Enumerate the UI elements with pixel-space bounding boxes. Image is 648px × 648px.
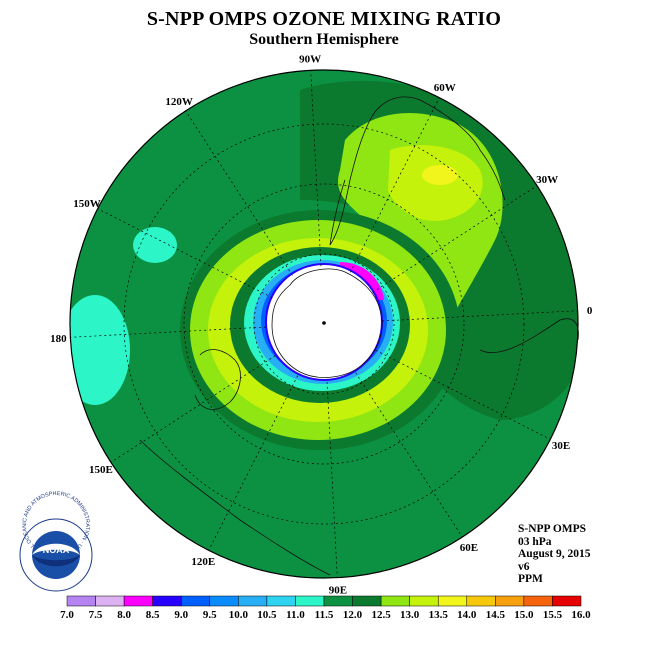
longitude-label: 150W (73, 198, 101, 210)
colorbar-swatch (95, 595, 125, 607)
colorbar-swatch (437, 595, 468, 607)
page-title: S-NPP OMPS OZONE MIXING RATIO (146, 8, 502, 30)
colorbar-tick-label: 16.0 (571, 609, 591, 621)
longitude-label: 90W (299, 53, 321, 65)
longitude-label: 120E (191, 556, 215, 568)
longitude-label: 30E (552, 440, 570, 452)
colorbar-tick-label: 7.0 (60, 609, 74, 621)
page-subtitle: Southern Hemisphere (249, 31, 399, 48)
longitude-label: 120W (165, 96, 193, 108)
colorbar-swatch (66, 595, 96, 607)
longitude-label: 0 (587, 305, 593, 317)
longitude-label: 60W (434, 82, 456, 94)
colorbar-swatch (323, 595, 353, 607)
info-version: v6 (518, 560, 530, 573)
colorbar-tick-label: 13.5 (429, 609, 449, 621)
colorbar-tick-label: 13.0 (400, 609, 420, 621)
colorbar-tick-label: 11.0 (286, 609, 305, 621)
longitude-label: 150E (89, 464, 113, 476)
colorbar-swatch (352, 595, 382, 607)
colorbar-swatch (238, 595, 268, 607)
colorbar-tick-label: 14.0 (457, 609, 477, 621)
colorbar-swatch (495, 595, 525, 607)
info-level: 03 hPa (518, 535, 552, 548)
map-border (69, 69, 579, 579)
colorbar-tick-label: 8.5 (146, 609, 160, 621)
colorbar-swatch (552, 595, 582, 607)
colorbar-tick-label: 10.0 (229, 609, 249, 621)
colorbar-tick-label: 15.5 (543, 609, 563, 621)
colorbar-tick-label: 8.0 (117, 609, 131, 621)
colorbar-tick-label: 11.5 (315, 609, 334, 621)
longitude-label: 90E (329, 585, 347, 597)
longitude-label: 30W (536, 174, 558, 186)
longitude-label: 60E (460, 542, 478, 554)
colorbar-tick-label: 15.0 (514, 609, 534, 621)
colorbar-tick-label: 7.5 (89, 609, 103, 621)
colorbar-swatch (523, 595, 553, 607)
colorbar-swatch (409, 595, 439, 607)
colorbar-swatch (295, 595, 325, 607)
colorbar-tick-label: 10.5 (257, 609, 277, 621)
colorbar-swatch (209, 595, 239, 607)
colorbar-tick-label: 9.0 (174, 609, 188, 621)
colorbar-swatch (152, 595, 182, 607)
info-instrument: S-NPP OMPS (518, 523, 587, 535)
colorbar-swatch (466, 595, 496, 607)
ozone-field (70, 70, 578, 578)
graticule (70, 70, 578, 578)
colorbar-swatch (180, 595, 211, 607)
info-panel: S-NPP OMPS 03 hPa August 9, 2015 v6 PPM (518, 523, 591, 586)
longitude-labels: 0 30E 60E 90E 120E 150E 180 150W 120W 90W 60W 30W (50, 53, 593, 596)
colorbar-tick-label: 12.0 (343, 609, 363, 621)
colorbar-tick-label: 14.5 (486, 609, 506, 621)
colorbar-swatch (266, 595, 296, 607)
colorbar-tick-label: 9.5 (203, 609, 217, 621)
colorbar-tick-label: 12.5 (371, 609, 391, 621)
info-units: PPM (518, 573, 543, 585)
colorbar-swatch (380, 595, 410, 607)
colorbar-swatch (123, 595, 153, 607)
info-date: August 9, 2015 (518, 548, 591, 560)
longitude-label: 180 (50, 333, 67, 345)
south-pole-marker (322, 321, 326, 325)
